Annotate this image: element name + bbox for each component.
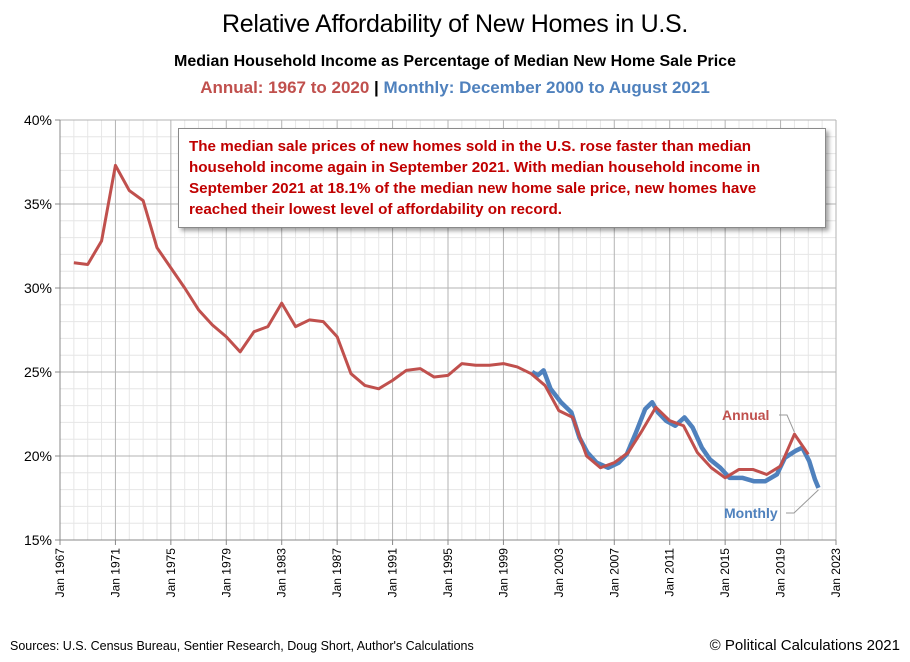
monthly-label-leader bbox=[786, 489, 819, 514]
y-tick-label: 35% bbox=[24, 196, 52, 212]
x-tick-label: Jan 2003 bbox=[552, 548, 566, 598]
x-tick-label: Jan 2019 bbox=[774, 548, 788, 598]
subtitle-monthly: Monthly: December 2000 to August 2021 bbox=[383, 78, 710, 97]
series-line-annual bbox=[73, 163, 810, 480]
subtitle-separator: | bbox=[374, 78, 379, 97]
y-tick-label: 40% bbox=[24, 112, 52, 128]
x-tick-label: Jan 1971 bbox=[108, 548, 122, 598]
copyright-text: © Political Calculations 2021 bbox=[709, 637, 900, 654]
x-tick-label: Jan 2023 bbox=[829, 548, 843, 598]
y-tick-label: 30% bbox=[24, 280, 52, 296]
annotation-box: The median sale prices of new homes sold… bbox=[178, 128, 826, 228]
x-tick-label: Jan 1983 bbox=[275, 548, 289, 598]
x-tick-label: Jan 2015 bbox=[718, 548, 732, 598]
x-tick-label: Jan 1975 bbox=[164, 548, 178, 598]
chart-subtitle: Median Household Income as Percentage of… bbox=[174, 53, 736, 70]
y-tick-label: 15% bbox=[24, 532, 52, 548]
subtitle-annual: Annual: 1967 to 2020 bbox=[200, 78, 370, 97]
x-tick-label: Jan 1967 bbox=[53, 548, 67, 598]
legend-label-annual: Annual bbox=[722, 407, 769, 423]
legend-label-monthly: Monthly bbox=[724, 505, 778, 521]
y-tick-label: 20% bbox=[24, 448, 52, 464]
x-tick-label: Jan 1979 bbox=[219, 548, 233, 598]
x-tick-label: Jan 1991 bbox=[386, 548, 400, 598]
x-tick-label: Jan 2007 bbox=[607, 548, 621, 598]
x-tick-label: Jan 1999 bbox=[496, 548, 510, 598]
x-tick-label: Jan 2011 bbox=[663, 548, 677, 597]
x-tick-label: Jan 1995 bbox=[441, 548, 455, 598]
sources-text: Sources: U.S. Census Bureau, Sentier Res… bbox=[10, 639, 474, 653]
y-tick-label: 25% bbox=[24, 364, 52, 380]
annual-label-leader bbox=[779, 414, 795, 433]
chart-title: Relative Affordability of New Homes in U… bbox=[221, 10, 688, 38]
x-tick-label: Jan 1987 bbox=[330, 548, 344, 598]
chart-subtitle-range: Annual: 1967 to 2020 | Monthly: December… bbox=[0, 78, 910, 98]
